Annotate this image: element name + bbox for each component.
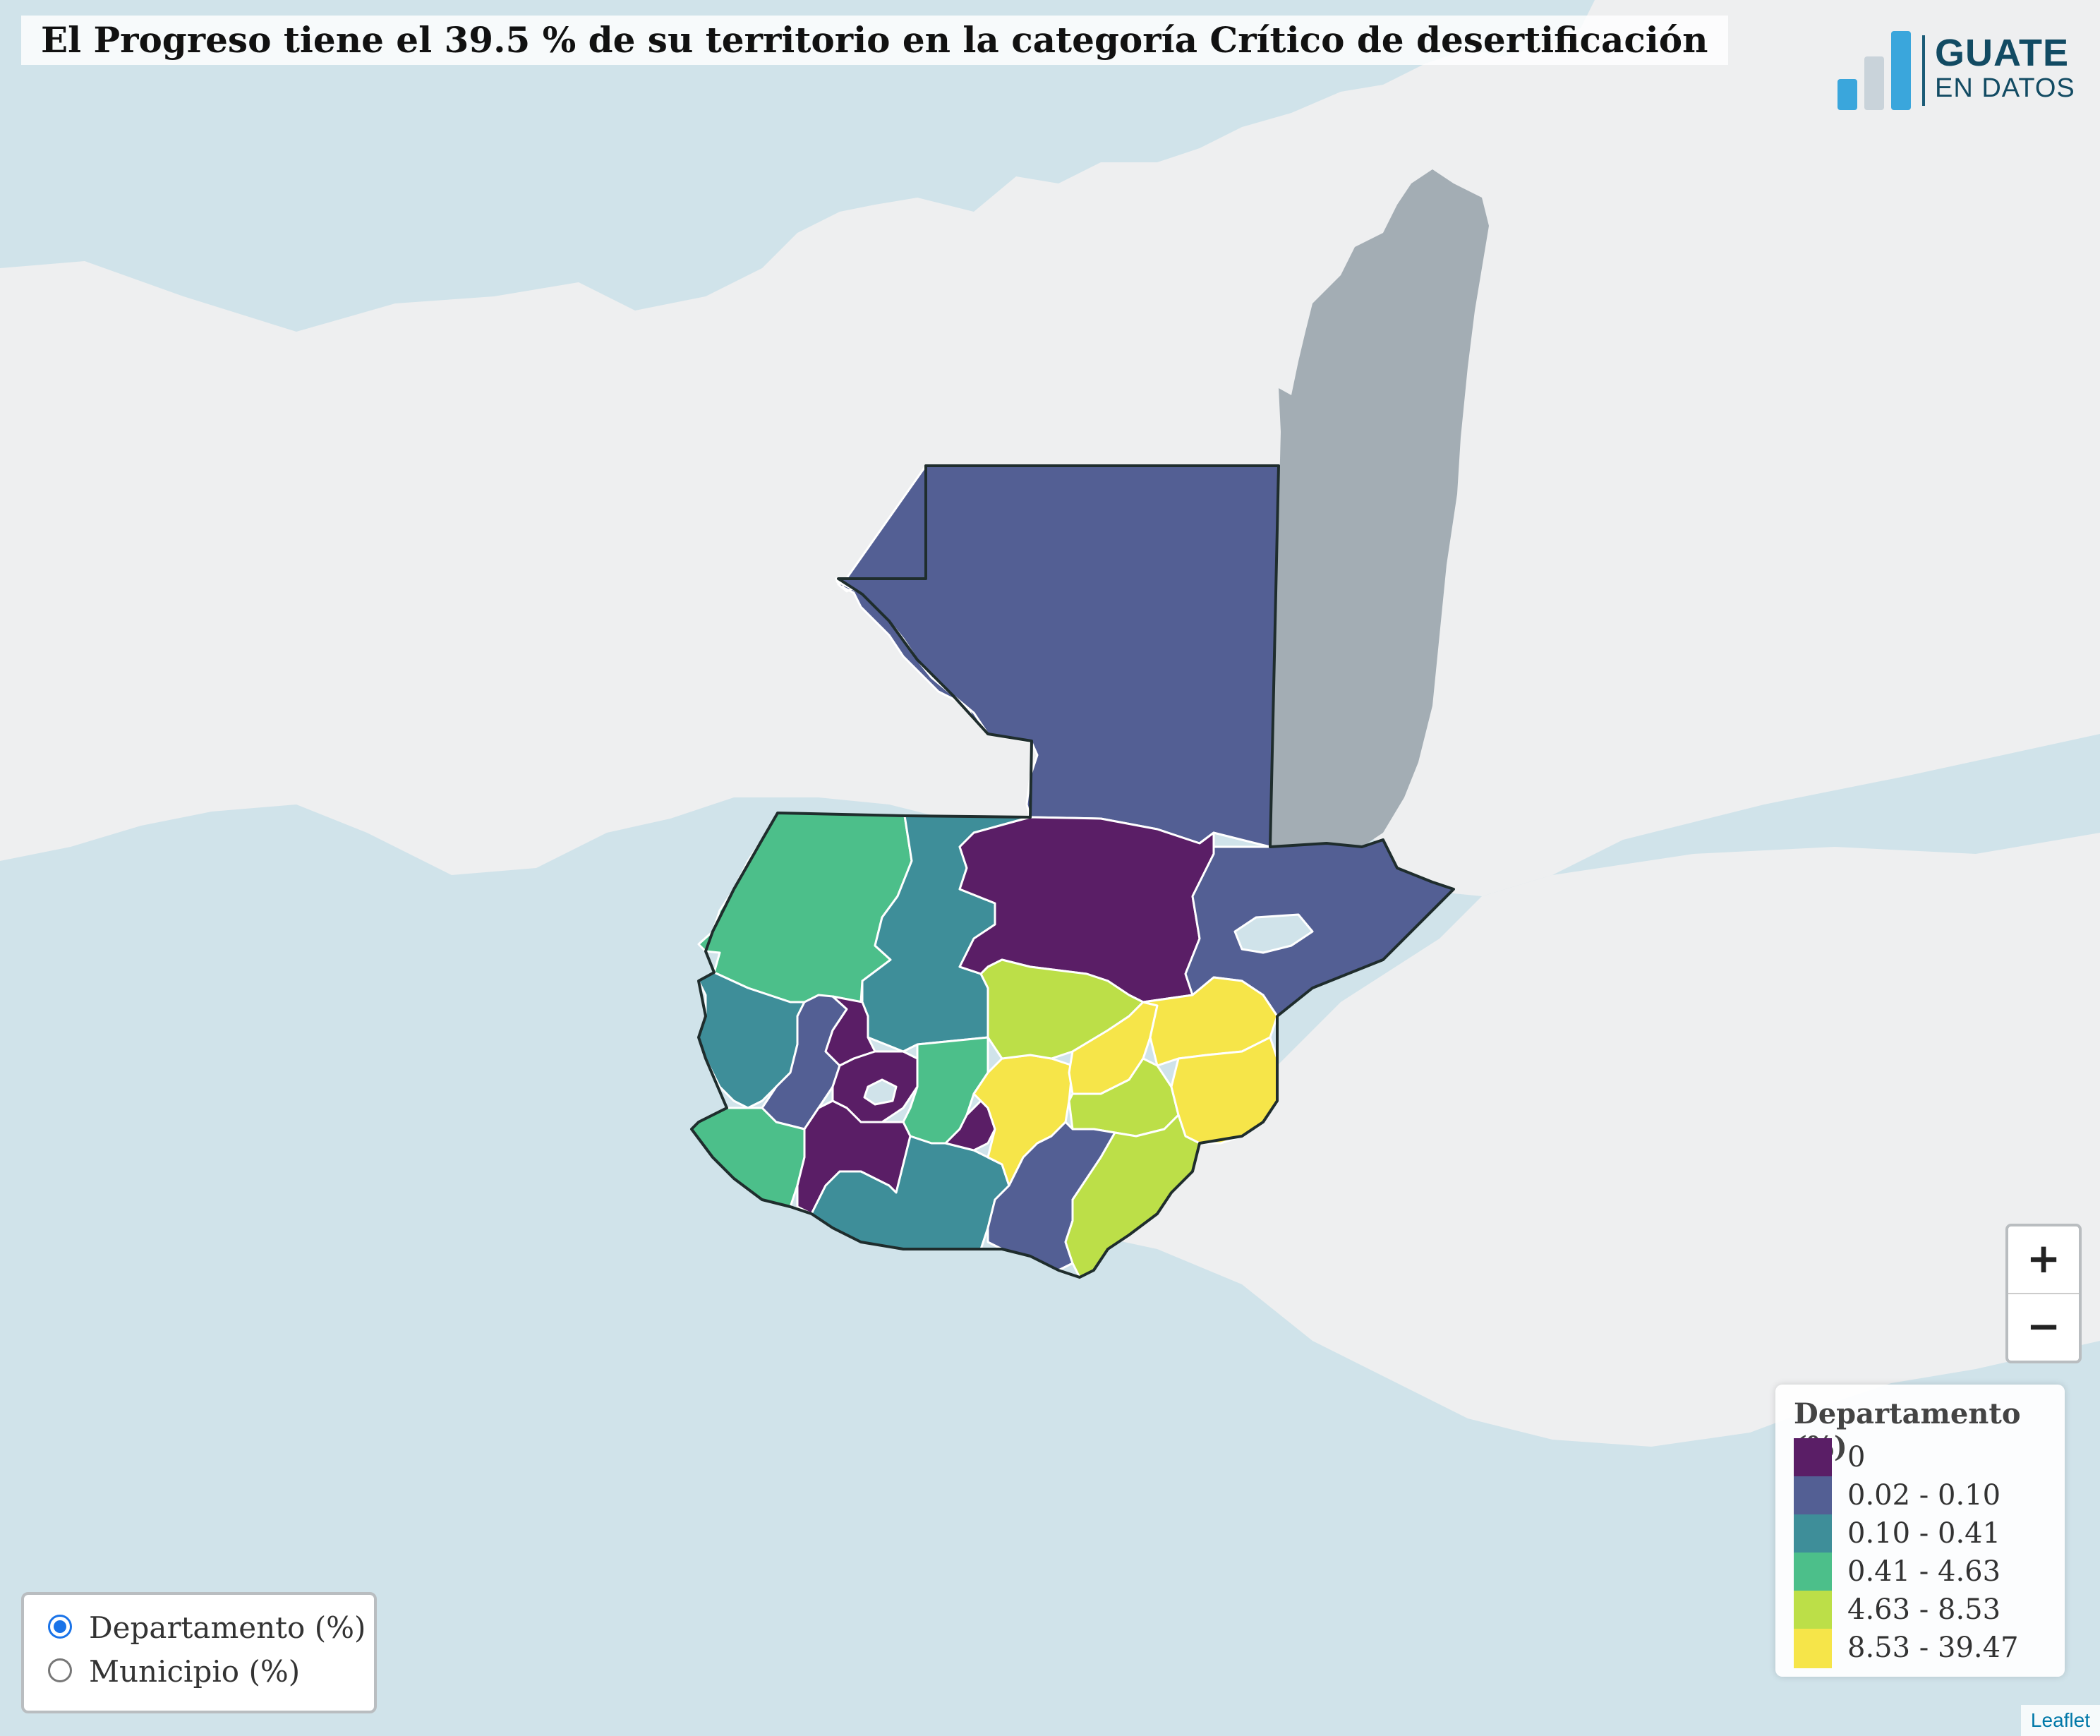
lake-izabal — [1233, 913, 1314, 954]
layer-control: Departamento (%) Municipio (%) — [21, 1592, 377, 1713]
legend-label: 0.41 - 4.63 — [1847, 1555, 2001, 1588]
guate-en-datos-logo: GUATE EN DATOS — [1838, 28, 2077, 110]
legend-swatch — [1794, 1438, 1832, 1478]
guatemala-outline — [690, 464, 1455, 1279]
logo-text-line2: EN DATOS — [1935, 73, 2075, 103]
legend-label: 8.53 - 39.47 — [1847, 1632, 2019, 1664]
map-title: El Progreso tiene el 39.5 % de su territ… — [21, 16, 1728, 65]
zoom-in-button[interactable]: + — [2008, 1226, 2079, 1294]
attribution-link[interactable]: Leaflet — [2020, 1705, 2100, 1736]
legend-title: Departamento (%) — [1794, 1397, 2021, 1464]
guatemala-departments — [690, 464, 1455, 1279]
department-el-progreso[interactable] — [1068, 1001, 1159, 1095]
logo-text-line1: GUATE — [1935, 32, 2069, 74]
radio-button[interactable] — [48, 1658, 72, 1682]
legend-swatch — [1794, 1476, 1832, 1516]
legend-label: 0 — [1847, 1441, 1866, 1473]
zoom-out-button[interactable]: − — [2026, 1302, 2061, 1350]
legend-label: 0.02 - 0.10 — [1847, 1479, 2001, 1512]
legend-swatch — [1794, 1629, 1832, 1668]
layer-option-label: Municipio (%) — [89, 1654, 301, 1689]
zoom-control: + − — [2005, 1224, 2082, 1363]
logo-bar-icon — [1864, 56, 1884, 110]
logo-divider — [1922, 35, 1925, 106]
legend-swatch — [1794, 1553, 1832, 1592]
lake-atitlan — [863, 1078, 898, 1106]
central-america-landmass — [1058, 833, 2100, 1447]
layer-option-label: Departamento (%) — [89, 1610, 366, 1645]
legend-swatch — [1794, 1514, 1832, 1554]
legend-label: 0.10 - 0.41 — [1847, 1517, 2001, 1550]
mexico-landmass — [0, 0, 2100, 896]
logo-bar-icon — [1891, 31, 1911, 110]
belize-region — [1270, 169, 1489, 847]
legend-label: 4.63 - 8.53 — [1847, 1593, 2001, 1626]
legend: Departamento (%) 0 0.02 - 0.10 0.10 - 0.… — [1775, 1385, 2065, 1677]
legend-swatch — [1794, 1591, 1832, 1630]
radio-button[interactable] — [48, 1615, 72, 1639]
logo-bar-icon — [1838, 79, 1857, 110]
